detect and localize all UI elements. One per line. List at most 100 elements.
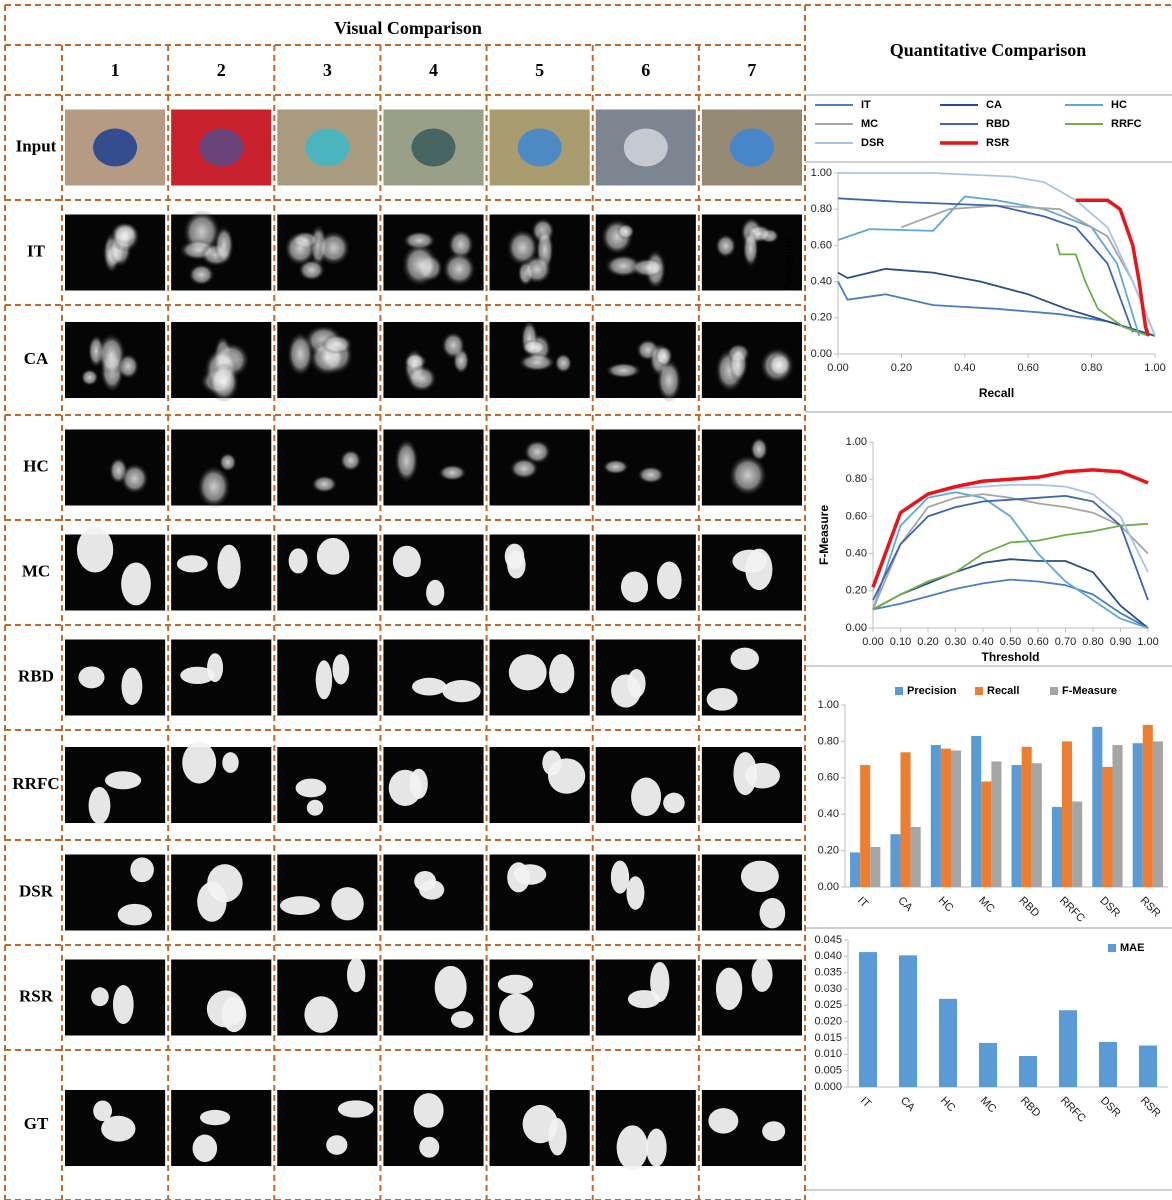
x-tick-label: RSR <box>1138 1095 1163 1120</box>
saliency-blob <box>617 1125 648 1170</box>
x-tick-label: RRFC <box>1057 895 1087 925</box>
x-tick-label: 0.60 <box>1017 362 1038 374</box>
bar <box>1143 725 1153 887</box>
saliency-blob <box>121 562 151 605</box>
x-tick-label: 0.60 <box>1027 636 1048 648</box>
y-tick-label: 0.010 <box>814 1048 842 1060</box>
thumbnail <box>490 535 590 611</box>
saliency-blob <box>768 352 792 377</box>
column-label: 7 <box>747 60 756 80</box>
saliency-blob <box>637 466 665 484</box>
saliency-blob <box>331 887 364 920</box>
row-label: GT <box>24 1114 49 1133</box>
series-line <box>873 485 1148 591</box>
saliency-blob <box>97 333 126 376</box>
y-tick-label: 0.40 <box>811 276 832 288</box>
bar <box>931 745 941 887</box>
x-tick-label: 0.00 <box>862 636 883 648</box>
x-tick-label: RSR <box>1138 895 1163 920</box>
legend-label: DSR <box>861 137 884 149</box>
saliency-blob <box>707 688 738 711</box>
panel-title: Visual Comparison <box>334 18 482 38</box>
panel-title: Quantitative Comparison <box>890 40 1087 60</box>
saliency-blob <box>307 800 323 816</box>
bar <box>859 952 877 1087</box>
x-tick-label: 0.70 <box>1055 636 1076 648</box>
y-tick-label: 0.00 <box>818 881 839 893</box>
saliency-blob <box>81 369 99 386</box>
bar <box>1112 745 1122 887</box>
thumbnail-detail <box>411 129 455 167</box>
saliency-blob <box>521 339 546 355</box>
x-tick-label: 0.50 <box>1000 636 1021 648</box>
series-line <box>838 197 1139 336</box>
row-label: DSR <box>19 881 54 900</box>
saliency-blob <box>630 258 666 278</box>
y-tick-label: 0.20 <box>818 845 839 857</box>
legend-swatch <box>975 687 983 695</box>
thumbnail <box>596 855 696 931</box>
saliency-blob <box>120 463 149 494</box>
y-tick-label: 0.020 <box>814 1016 842 1028</box>
legend-label: RBD <box>986 118 1010 130</box>
row-label: MC <box>22 561 50 580</box>
y-tick-label: 1.00 <box>846 436 867 448</box>
saliency-blob <box>121 668 142 705</box>
figure: Visual Comparison Quantitative Compariso… <box>0 0 1172 1200</box>
saliency-blob <box>655 345 673 367</box>
x-axis-title: Threshold <box>981 650 1039 664</box>
series-line <box>838 198 1133 332</box>
saliency-blob <box>733 752 757 795</box>
y-tick-label: 0.000 <box>814 1081 842 1093</box>
series-line <box>838 269 1155 336</box>
bar <box>1059 1010 1077 1087</box>
y-tick-label: 1.00 <box>818 699 839 711</box>
series-line <box>838 173 1155 336</box>
saliency-blob <box>554 353 572 373</box>
bar <box>870 847 880 887</box>
saliency-blob <box>182 742 216 784</box>
saliency-blob <box>426 580 444 606</box>
bar <box>890 834 900 887</box>
thumbnail <box>596 535 696 611</box>
y-tick-label: 0.40 <box>818 808 839 820</box>
series-line <box>838 282 1155 336</box>
bar <box>850 852 860 887</box>
row-label: HC <box>23 456 49 475</box>
saliency-blob <box>741 861 779 892</box>
x-tick-label: 0.10 <box>890 636 911 648</box>
saliency-blob <box>407 365 437 392</box>
bar <box>860 765 870 887</box>
saliency-blob <box>412 678 446 696</box>
x-tick-label: CA <box>898 1095 918 1115</box>
thumbnail-detail <box>93 129 137 167</box>
bar <box>899 955 917 1087</box>
x-tick-label: 0.00 <box>827 362 848 374</box>
row-label: Input <box>16 136 57 155</box>
column-label: 4 <box>429 60 438 80</box>
saliency-blob <box>207 864 242 902</box>
thumbnail-detail <box>305 129 349 167</box>
thumbnail <box>277 430 377 506</box>
bar <box>1022 747 1032 887</box>
row-label: RBD <box>18 666 54 685</box>
bar <box>1139 1046 1157 1087</box>
bar <box>1052 807 1062 887</box>
saliency-blob <box>78 666 104 688</box>
x-tick-label: RBD <box>1017 895 1042 920</box>
saliency-blob <box>222 752 238 773</box>
saliency-blob <box>340 449 362 472</box>
legend-label: RRFC <box>1111 118 1142 130</box>
saliency-blob <box>760 898 786 928</box>
thumbnail-detail <box>518 129 562 167</box>
x-tick-label: 1.00 <box>1137 636 1158 648</box>
saliency-blob <box>435 966 467 1009</box>
y-tick-label: 0.40 <box>846 548 867 560</box>
saliency-blob <box>111 222 140 252</box>
bar <box>1072 801 1082 887</box>
thumbnail-detail <box>199 129 243 167</box>
y-tick-label: 0.00 <box>811 348 832 360</box>
saliency-blob <box>89 787 111 824</box>
saliency-blob <box>208 362 239 402</box>
y-tick-label: 0.025 <box>814 999 842 1011</box>
